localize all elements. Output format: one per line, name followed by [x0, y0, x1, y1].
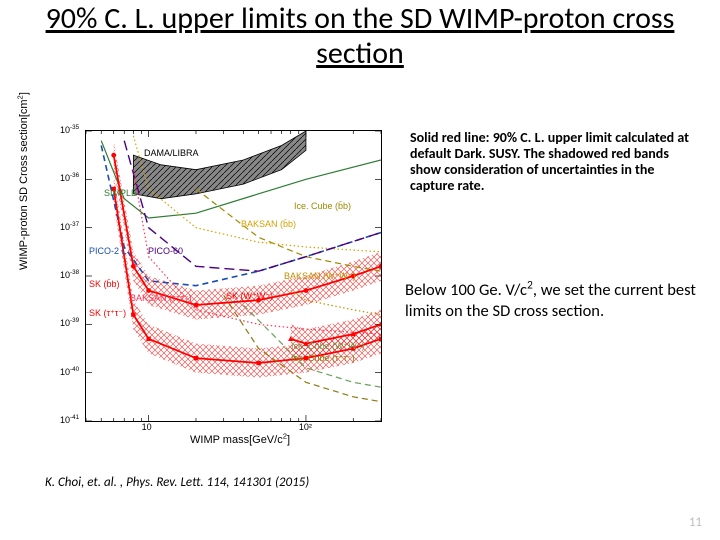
y-axis-label: WIMP-proton SD Cross section[cm2] — [18, 92, 30, 270]
caption-2: Below 100 Ge. V/c2, we set the current b… — [405, 280, 705, 321]
y-tick: 10-39 — [60, 318, 79, 328]
y-tick: 10-35 — [60, 125, 79, 135]
citation: K. Choi, et. al. , Phys. Rev. Lett. 114,… — [45, 475, 309, 490]
y-tick: 10-40 — [60, 367, 79, 377]
svg-text:SIMPLE: SIMPLE — [104, 188, 137, 198]
y-tick: 10-37 — [60, 222, 79, 232]
svg-text:Ice. Cube (b̄b): Ice. Cube (b̄b) — [294, 201, 351, 211]
caption-1: Solid red line: 90% C. L. upper limit ca… — [410, 130, 700, 194]
svg-text:PICO-60: PICO-60 — [148, 246, 183, 256]
x-axis-label: WIMP mass[GeV/c2] — [190, 434, 290, 446]
svg-text:SK (τ⁺τ⁻): SK (τ⁺τ⁻) — [89, 308, 126, 318]
svg-text:Ice. Cube (W⁺W⁻): Ice. Cube (W⁺W⁻) — [291, 341, 365, 351]
y-tick: 10-38 — [60, 270, 79, 280]
svg-text:DAMA/LIBRA: DAMA/LIBRA — [144, 148, 199, 158]
svg-text:BAKSAN (b̄b): BAKSAN (b̄b) — [241, 219, 296, 229]
svg-text:BAKSAN (τ⁺τ⁻): BAKSAN (τ⁺τ⁻) — [130, 293, 192, 303]
svg-text:SK (W⁺W⁻): SK (W⁺W⁻) — [226, 291, 273, 301]
slide: 90% C. L. upper limits on the SD WIMP-pr… — [0, 0, 720, 540]
svg-text:SK (b̄b): SK (b̄b) — [89, 279, 120, 289]
x-tick: 10 — [142, 422, 152, 432]
svg-text:BAKSAN (W⁺W⁻): BAKSAN (W⁺W⁻) — [284, 271, 356, 281]
page-number: 11 — [689, 515, 702, 530]
y-tick: 10-41 — [60, 415, 79, 425]
x-tick: 10² — [299, 422, 312, 432]
page-title: 90% C. L. upper limits on the SD WIMP-pr… — [10, 2, 710, 71]
plot-svg: DAMA/LIBRA SIMPLE Ice. Cube (b̄b) BAKSAN (b… — [86, 131, 381, 421]
chart: WIMP-proton SD Cross section[cm2] WIMP m… — [30, 120, 390, 450]
svg-text:Ice. Cube (τ⁺τ⁻): Ice. Cube (τ⁺τ⁻) — [291, 353, 355, 363]
y-tick: 10-36 — [60, 173, 79, 183]
svg-text:PICO-2 L: PICO-2 L — [89, 246, 127, 256]
plot-area: DAMA/LIBRA SIMPLE Ice. Cube (b̄b) BAKSAN (b… — [85, 130, 382, 422]
